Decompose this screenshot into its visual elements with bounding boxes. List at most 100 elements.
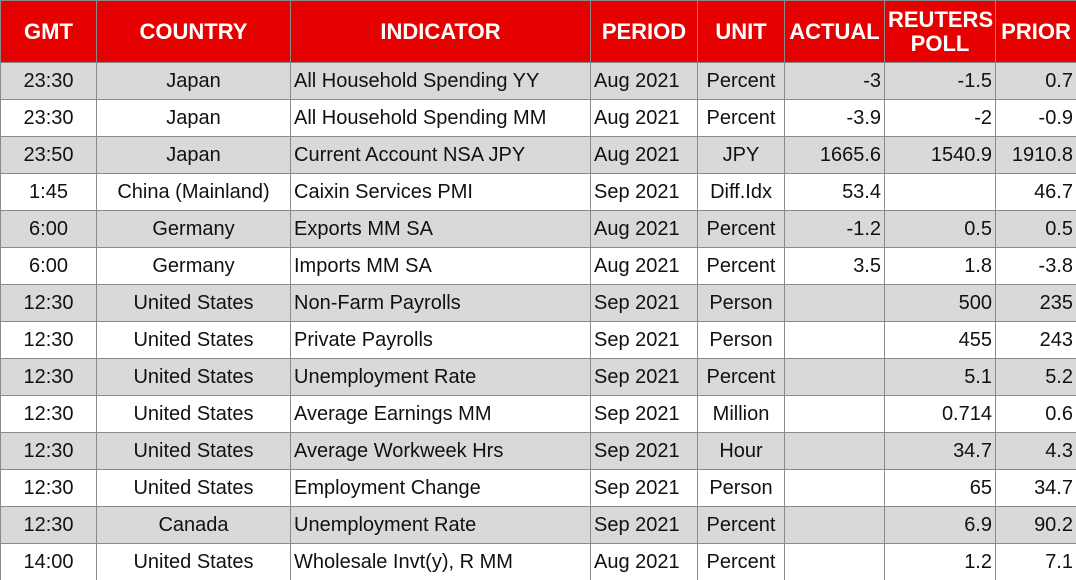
country-cell: Japan [96, 99, 291, 137]
actual-cell: 1665.6 [784, 136, 885, 174]
table-row: 23:50 Japan Current Account NSA JPY Aug 202… [0, 136, 1076, 174]
country-cell: United States [96, 432, 291, 470]
indicator-cell: Employment Change [290, 469, 591, 507]
gmt-cell: 12:30 [0, 358, 97, 396]
header-cell: REUTERS POLL [884, 0, 996, 63]
prior-cell: 0.6 [995, 395, 1076, 433]
gmt-cell: 1:45 [0, 173, 97, 211]
unit-cell: Percent [697, 358, 785, 396]
country-cell: Germany [96, 210, 291, 248]
gmt-cell: 12:30 [0, 506, 97, 544]
indicator-cell: Wholesale Invt(y), R MM [290, 543, 591, 580]
unit-cell: JPY [697, 136, 785, 174]
country-cell: United States [96, 395, 291, 433]
period-cell: Sep 2021 [590, 506, 698, 544]
table-row: 12:30 United States Unemployment Rate Sep 2… [0, 358, 1076, 396]
gmt-cell: 6:00 [0, 210, 97, 248]
reuters-poll-cell: 500 [884, 284, 996, 322]
period-cell: Sep 2021 [590, 395, 698, 433]
prior-cell: -0.9 [995, 99, 1076, 137]
country-cell: United States [96, 358, 291, 396]
period-cell: Aug 2021 [590, 99, 698, 137]
gmt-cell: 14:00 [0, 543, 97, 580]
prior-cell: 90.2 [995, 506, 1076, 544]
country-cell: United States [96, 469, 291, 507]
actual-cell [784, 395, 885, 433]
unit-cell: Percent [697, 99, 785, 137]
period-cell: Aug 2021 [590, 543, 698, 580]
prior-cell: 0.7 [995, 62, 1076, 100]
table-row: 1:45 China (Mainland) Caixin Services PMI S… [0, 173, 1076, 211]
country-cell: Japan [96, 136, 291, 174]
indicator-cell: Current Account NSA JPY [290, 136, 591, 174]
unit-cell: Percent [697, 506, 785, 544]
gmt-cell: 6:00 [0, 247, 97, 285]
period-cell: Aug 2021 [590, 247, 698, 285]
unit-cell: Person [697, 469, 785, 507]
indicator-cell: Exports MM SA [290, 210, 591, 248]
prior-cell: -3.8 [995, 247, 1076, 285]
period-cell: Sep 2021 [590, 284, 698, 322]
reuters-poll-cell: 1.2 [884, 543, 996, 580]
country-cell: Germany [96, 247, 291, 285]
gmt-cell: 23:50 [0, 136, 97, 174]
table-row: 12:30 United States Average Earnings MM Sep… [0, 395, 1076, 433]
gmt-cell: 12:30 [0, 432, 97, 470]
table-row: 23:30 Japan All Household Spending MM Aug 2… [0, 99, 1076, 137]
table-body: 23:30 Japan All Household Spending YY Aug 2… [0, 62, 1076, 580]
reuters-poll-cell: 0.5 [884, 210, 996, 248]
reuters-poll-cell: 34.7 [884, 432, 996, 470]
reuters-poll-cell: 5.1 [884, 358, 996, 396]
prior-cell: 243 [995, 321, 1076, 359]
period-cell: Sep 2021 [590, 321, 698, 359]
unit-cell: Percent [697, 247, 785, 285]
gmt-cell: 23:30 [0, 62, 97, 100]
prior-cell: 0.5 [995, 210, 1076, 248]
header-cell: GMT [0, 0, 97, 63]
indicator-cell: Average Earnings MM [290, 395, 591, 433]
actual-cell: 53.4 [784, 173, 885, 211]
reuters-poll-cell: 6.9 [884, 506, 996, 544]
indicator-cell: Unemployment Rate [290, 506, 591, 544]
period-cell: Aug 2021 [590, 210, 698, 248]
indicator-cell: Non-Farm Payrolls [290, 284, 591, 322]
prior-cell: 46.7 [995, 173, 1076, 211]
unit-cell: Percent [697, 210, 785, 248]
header-cell: UNIT [697, 0, 785, 63]
table-row: 23:30 Japan All Household Spending YY Aug 2… [0, 62, 1076, 100]
header-cell: ACTUAL [784, 0, 885, 63]
unit-cell: Percent [697, 62, 785, 100]
unit-cell: Person [697, 284, 785, 322]
country-cell: China (Mainland) [96, 173, 291, 211]
country-cell: Japan [96, 62, 291, 100]
country-cell: United States [96, 284, 291, 322]
indicator-cell: Caixin Services PMI [290, 173, 591, 211]
table-row: 12:30 United States Average Workweek Hrs Se… [0, 432, 1076, 470]
gmt-cell: 12:30 [0, 284, 97, 322]
reuters-poll-cell: -1.5 [884, 62, 996, 100]
header-cell: COUNTRY [96, 0, 291, 63]
unit-cell: Person [697, 321, 785, 359]
table-row: 6:00 Germany Exports MM SA Aug 2021 Percent -… [0, 210, 1076, 248]
indicator-cell: Average Workweek Hrs [290, 432, 591, 470]
gmt-cell: 23:30 [0, 99, 97, 137]
prior-cell: 5.2 [995, 358, 1076, 396]
table-row: 12:30 United States Employment Change Sep 2… [0, 469, 1076, 507]
unit-cell: Diff.Idx [697, 173, 785, 211]
period-cell: Aug 2021 [590, 136, 698, 174]
country-cell: United States [96, 543, 291, 580]
reuters-poll-cell: 455 [884, 321, 996, 359]
unit-cell: Million [697, 395, 785, 433]
header-cell: INDICATOR [290, 0, 591, 63]
header-cell: PRIOR [995, 0, 1076, 63]
country-cell: United States [96, 321, 291, 359]
table-row: 14:00 United States Wholesale Invt(y), R M… [0, 543, 1076, 580]
header-cell: PERIOD [590, 0, 698, 63]
period-cell: Sep 2021 [590, 469, 698, 507]
gmt-cell: 12:30 [0, 395, 97, 433]
reuters-poll-cell: 1.8 [884, 247, 996, 285]
prior-cell: 1910.8 [995, 136, 1076, 174]
actual-cell [784, 284, 885, 322]
country-cell: Canada [96, 506, 291, 544]
